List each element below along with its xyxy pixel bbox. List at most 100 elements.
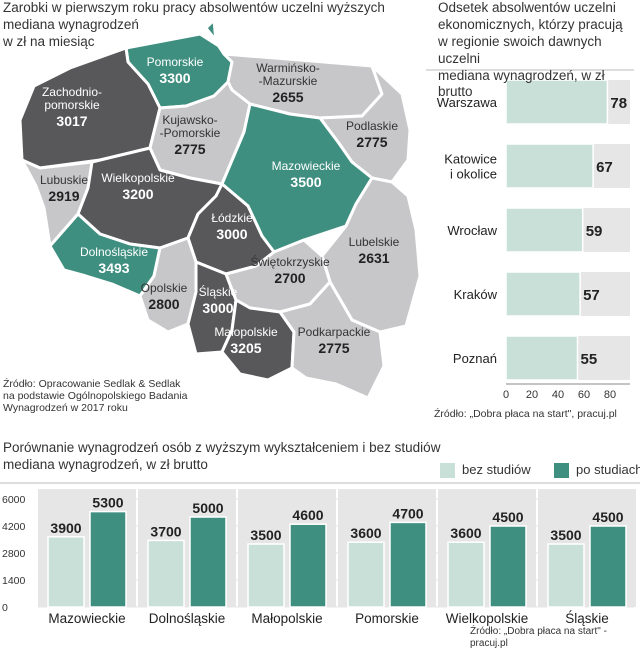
vbar-value-label: 3500	[550, 527, 581, 543]
hbar-bar	[505, 271, 581, 317]
vbar-value-label: 3900	[50, 520, 81, 536]
region-label-dolnoslaskie: Dolnośląskie	[80, 245, 148, 259]
vbar-value-label: 3600	[350, 525, 381, 541]
region-podkarpackie[interactable]	[278, 280, 386, 400]
region-label-lubelskie: Lubelskie	[349, 235, 400, 249]
vbar-bar	[389, 521, 427, 608]
vbar-value-label: 4500	[592, 509, 623, 525]
map-title: Zarobki w pierwszym roku pracy absolwent…	[3, 0, 385, 49]
vbar-value-label: 4700	[392, 505, 423, 521]
vbar-value-label: 3500	[250, 527, 281, 543]
hbar-tick-label: 40	[552, 389, 564, 401]
region-label-kujawsko-pomorskie: Kujawsko--Pomorskie	[160, 113, 221, 140]
region-label-mazowieckie: Mazowieckie	[272, 159, 341, 173]
hbar-bar	[505, 207, 584, 253]
region-value-podkarpackie: 2775	[318, 340, 349, 356]
hbar-title: Odsetek absolwentów uczelni ekonomicznyc…	[438, 0, 623, 100]
region-label-slaskie: Śląskie	[199, 284, 238, 299]
region-value-swietokrzyskie: 2700	[274, 270, 305, 286]
vbar-bar	[547, 543, 585, 608]
hbar-bar	[505, 335, 579, 381]
region-value-mazowieckie: 3500	[290, 174, 321, 190]
map-source: Źródło: Opracowanie Sedlak & Sedlak na p…	[3, 378, 188, 415]
region-label-lodzkie: Łódzkie	[211, 211, 253, 225]
region-malopolskie[interactable]	[220, 298, 296, 382]
region-value-podlaskie: 2775	[356, 134, 387, 150]
region-label-pomorskie: Pomorskie	[147, 55, 204, 69]
vbar-bar	[147, 539, 185, 608]
vbar-category-label: Mazowieckie	[48, 611, 125, 626]
region-value-lubelskie: 2631	[358, 250, 389, 266]
vbar-value-label: 3700	[150, 523, 181, 539]
hbar-value-label: 67	[596, 159, 613, 176]
vbar-bar	[47, 536, 85, 608]
vbar-bar	[489, 525, 527, 608]
legend-label-po-studiach: po studiach	[576, 462, 640, 477]
hbar-value-label: 55	[581, 351, 598, 368]
region-value-opolskie: 2800	[148, 296, 179, 312]
hbar-value-label: 57	[583, 287, 600, 304]
hbar-value-label: 78	[610, 95, 627, 112]
vbar-source: Źródło: „Dobra płaca na start" - pracuj.…	[470, 626, 607, 649]
legend-swatch-po-studiach	[554, 463, 569, 478]
vbar-category-label: Małopolskie	[251, 611, 322, 626]
hbar-tick-label: 60	[578, 389, 590, 401]
vbar-bar	[589, 525, 627, 608]
region-label-swietokrzyskie: Świętokrzyskie	[250, 254, 330, 269]
hbar-tick-label: 80	[604, 389, 616, 401]
region-value-dolnoslaskie: 3493	[98, 260, 129, 276]
region-opolskie[interactable]	[138, 236, 198, 334]
region-label-lubuskie: Lubuskie	[40, 173, 88, 187]
region-value-kujawsko-pomorskie: 2775	[174, 141, 205, 157]
vbar-tick-label: 4200	[2, 521, 26, 533]
legend-label-bez-studiow: bez studiów	[462, 462, 531, 477]
vbar-value-label: 5300	[92, 495, 123, 511]
vbar-value-label: 4600	[292, 507, 323, 523]
hbar-tick-label: 0	[503, 389, 509, 401]
vbar-category-label: Śląskie	[565, 611, 609, 626]
vbar-bar	[89, 510, 127, 608]
legend-swatch-bez-studiow	[440, 463, 455, 478]
region-label-wielkopolskie: Wielkopolskie	[101, 171, 175, 185]
hbar-tick-label: 20	[526, 389, 538, 401]
region-value-wielkopolskie: 3200	[122, 186, 153, 202]
vbar-title: Porównanie wynagrodzeń osób z wyższym wy…	[3, 440, 441, 472]
vbar-tick-label: 1400	[2, 575, 26, 587]
hbar-category-label: Katowice i okolice	[444, 152, 497, 182]
region-label-malopolskie: Małopolskie	[214, 325, 278, 339]
region-value-lubuskie: 2919	[48, 188, 79, 204]
vbar-bar	[347, 541, 385, 608]
vbar-value-label: 5000	[192, 500, 223, 516]
region-label-zachodniopomorskie: Zachodnio-pomorskie	[42, 85, 102, 112]
region-value-warminsko-mazurskie: 2655	[272, 89, 303, 105]
region-label-opolskie: Opolskie	[141, 281, 188, 295]
hbar-category-label: Warszawa	[437, 95, 498, 110]
vbar-tick-label: 6000	[2, 494, 26, 506]
hbar-bar	[505, 143, 594, 189]
region-value-slaskie: 3000	[202, 300, 233, 316]
region-label-warminsko-mazurskie: Warmińsko--Mazurskie	[256, 61, 320, 88]
vbar-category-label: Dolnośląskie	[149, 611, 226, 626]
hbar-category-label: Wrocław	[447, 223, 497, 238]
hbar-value-label: 59	[586, 223, 603, 240]
region-label-podlaskie: Podlaskie	[346, 119, 398, 133]
hbar-bar	[505, 79, 609, 125]
vbar-tick-label: 2800	[2, 548, 26, 560]
vbar-category-label: Wielkopolskie	[446, 611, 529, 626]
hbar-category-label: Kraków	[454, 287, 498, 302]
hbar-source: Źródło: „Dobra płaca na start", pracuj.p…	[434, 408, 617, 420]
region-value-pomorskie: 3300	[159, 70, 190, 86]
region-value-lodzkie: 3000	[216, 226, 247, 242]
region-label-podkarpackie: Podkarpackie	[298, 325, 371, 339]
vbar-value-label: 4500	[492, 509, 523, 525]
hbar-category-label: Poznań	[453, 351, 497, 366]
vbar-bar	[289, 523, 327, 608]
region-value-zachodniopomorskie: 3017	[56, 113, 87, 129]
vbar-bar	[447, 541, 485, 608]
vbar-bar	[247, 543, 285, 608]
region-value-malopolskie: 3205	[230, 340, 261, 356]
vbar-category-label: Pomorskie	[355, 611, 419, 626]
vbar-value-label: 3600	[450, 525, 481, 541]
vbar-tick-label: 0	[2, 602, 8, 614]
